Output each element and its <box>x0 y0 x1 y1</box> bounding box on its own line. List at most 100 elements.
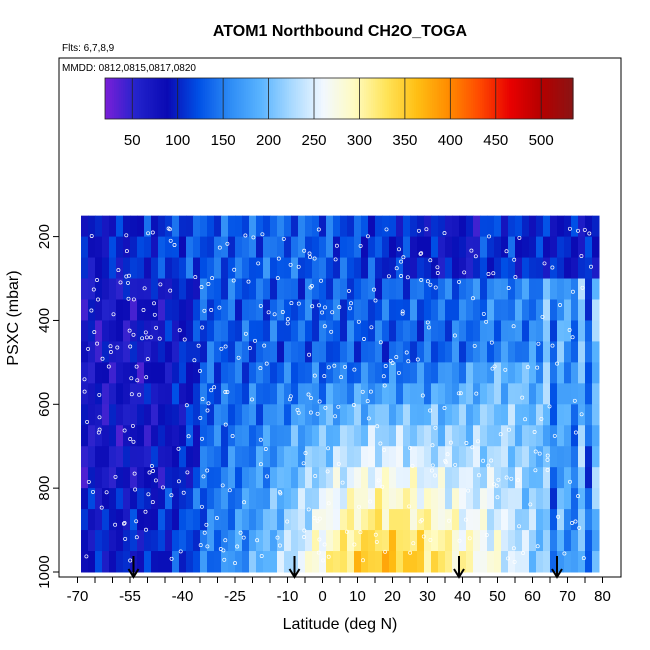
observation-point <box>317 399 322 404</box>
heatmap-cell <box>389 299 397 321</box>
heatmap-cell <box>529 509 537 531</box>
observation-point <box>301 461 306 466</box>
heatmap-cell <box>158 488 166 510</box>
heatmap-cell <box>144 299 152 321</box>
heatmap-cell <box>403 488 411 510</box>
heatmap-cell <box>410 215 418 238</box>
observation-point <box>513 275 518 280</box>
observation-point <box>400 311 405 316</box>
heatmap-cell <box>291 383 299 405</box>
heatmap-cell <box>354 278 362 300</box>
heatmap-cell <box>501 530 509 552</box>
heatmap <box>81 215 600 573</box>
heatmap-cell <box>494 299 502 321</box>
heatmap-cell <box>557 362 565 384</box>
heatmap-cell <box>214 278 222 300</box>
colorbar-segment <box>388 78 392 119</box>
heatmap-cell <box>585 551 593 573</box>
colorbar-segment <box>291 78 295 119</box>
heatmap-cell <box>459 509 467 531</box>
heatmap-cell <box>207 530 215 552</box>
heatmap-cell <box>529 278 537 300</box>
x-axis-label: Latitude (deg N) <box>283 616 398 633</box>
observation-point <box>265 474 270 479</box>
colorbar-segment <box>454 78 458 119</box>
heatmap-cell <box>487 488 495 510</box>
colorbar-segment <box>350 78 354 119</box>
heatmap-cell <box>424 530 432 552</box>
heatmap-cell <box>529 236 537 259</box>
dates-label: MMDD: 0812,0815,0817,0820 <box>62 63 196 74</box>
observation-point <box>201 474 206 479</box>
colorbar-segment <box>561 78 565 119</box>
heatmap-cell <box>123 299 131 321</box>
heatmap-cell <box>95 362 103 384</box>
heatmap-cell <box>109 236 117 259</box>
heatmap-cell <box>340 446 348 468</box>
observation-point <box>196 343 201 348</box>
heatmap-cell <box>375 488 383 510</box>
observation-point <box>288 394 293 399</box>
observation-point <box>285 317 290 322</box>
heatmap-cell <box>550 320 558 342</box>
colorbar-segment <box>273 78 276 119</box>
heatmap-cell <box>270 509 278 531</box>
colorbar-segment <box>114 78 117 119</box>
colorbar-segment <box>491 78 495 119</box>
observation-point <box>214 516 219 520</box>
heatmap-cell <box>235 299 243 321</box>
heatmap-cell <box>550 467 558 489</box>
colorbar-segment <box>404 78 408 119</box>
heatmap-cell <box>130 236 138 259</box>
observation-point <box>321 558 326 563</box>
colorbar-segment <box>513 78 517 119</box>
heatmap-cell <box>445 236 453 259</box>
heatmap-cell <box>326 236 334 259</box>
heatmap-cell <box>529 341 537 363</box>
heatmap-cell <box>102 467 110 489</box>
heatmap-cell <box>382 425 390 447</box>
heatmap-cell <box>137 362 145 384</box>
observation-point <box>374 539 379 544</box>
heatmap-cell <box>102 404 110 426</box>
heatmap-cell <box>284 383 292 405</box>
heatmap-cell <box>312 551 320 573</box>
heatmap-cell <box>305 488 313 510</box>
observation-point <box>124 233 129 238</box>
heatmap-cell <box>207 425 215 447</box>
heatmap-cell <box>165 257 173 280</box>
colorbar-segment <box>343 78 347 119</box>
colorbar-segment <box>204 78 208 119</box>
colorbar-segment <box>359 78 363 119</box>
colorbar-segment <box>105 78 108 119</box>
heatmap-cell <box>564 362 572 384</box>
heatmap-cell <box>529 467 537 489</box>
heatmap-cell <box>571 551 579 573</box>
heatmap-cell <box>557 404 565 426</box>
heatmap-cell <box>361 299 369 321</box>
colorbar <box>104 77 574 120</box>
colorbar-segment <box>173 78 177 119</box>
heatmap-cell <box>88 467 96 489</box>
heatmap-cell <box>536 530 544 552</box>
heatmap-cell <box>298 320 306 342</box>
heatmap-cell <box>298 551 306 573</box>
heatmap-cell <box>116 257 124 280</box>
heatmap-cell <box>347 215 355 238</box>
heatmap-cell <box>480 383 488 405</box>
heatmap-cell <box>396 215 404 238</box>
heatmap-cell <box>137 425 145 447</box>
colorbar-segment <box>116 78 120 119</box>
heatmap-cell <box>235 236 243 259</box>
heatmap-cell <box>480 341 488 363</box>
observation-point <box>258 303 263 308</box>
heatmap-cell <box>137 257 145 280</box>
heatmap-cell <box>487 299 495 321</box>
heatmap-cell <box>459 257 467 280</box>
heatmap-cell <box>585 467 593 489</box>
observation-point <box>206 401 211 406</box>
heatmap-cell <box>172 488 180 510</box>
observation-point <box>312 373 317 378</box>
heatmap-cell <box>466 320 474 342</box>
observation-point <box>133 487 138 492</box>
